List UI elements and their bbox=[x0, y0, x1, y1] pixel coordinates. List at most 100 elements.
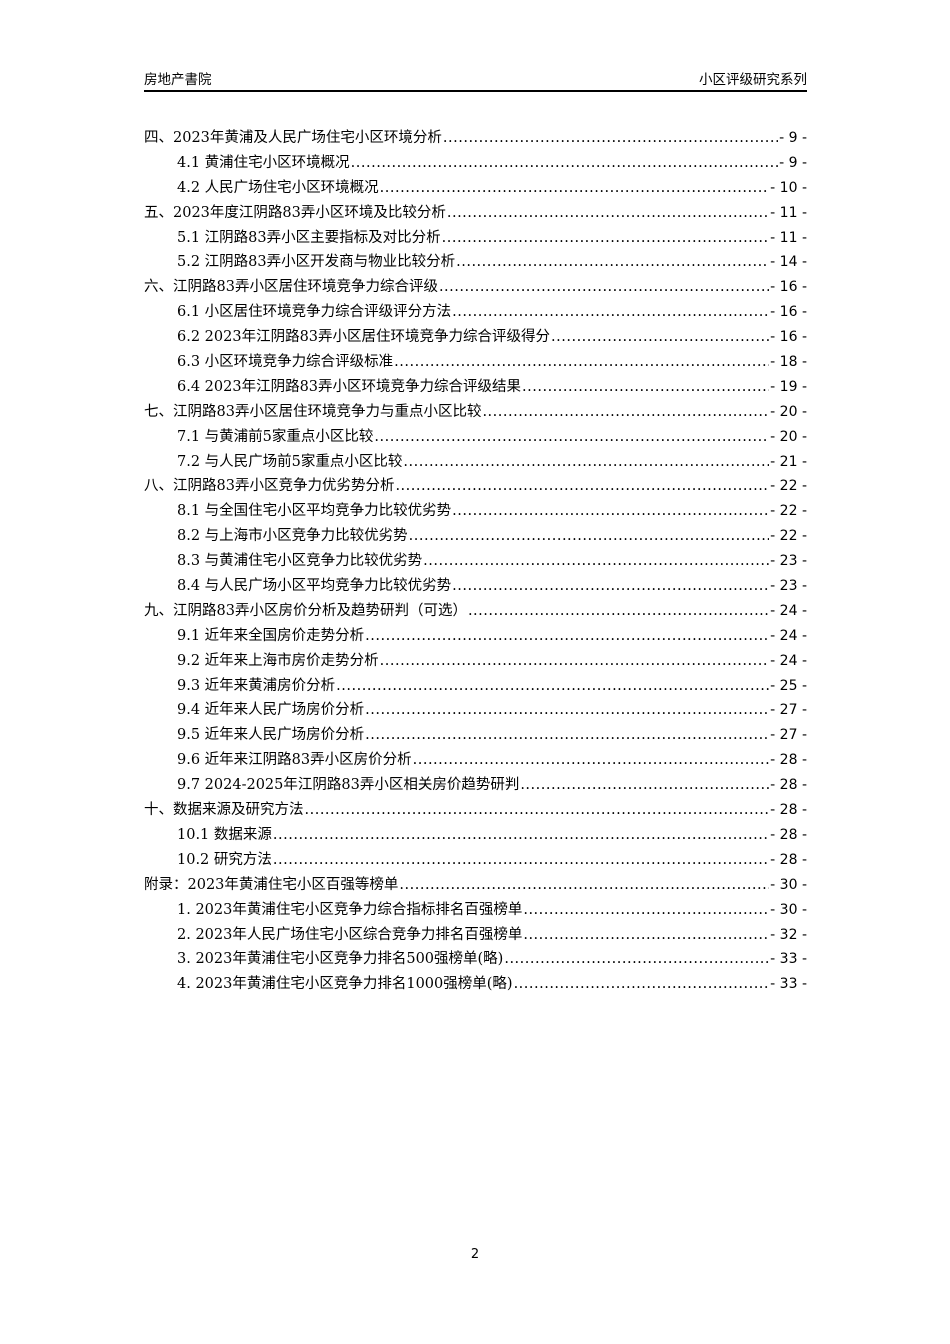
toc-entry-title: 7.2 与人民广场前5家重点小区比较 bbox=[177, 453, 403, 470]
toc-entry[interactable]: 9.5 近年来人民广场房价分析 - 27 - bbox=[144, 723, 807, 748]
toc-dot-leader bbox=[380, 649, 770, 674]
toc-entry[interactable]: 8.3 与黄浦住宅小区竞争力比较优劣势 - 23 - bbox=[144, 549, 807, 574]
toc-entry-page: - 20 - bbox=[770, 403, 807, 420]
toc-dot-leader bbox=[394, 350, 769, 375]
toc-entry[interactable]: 9.4 近年来人民广场房价分析 - 27 - bbox=[144, 698, 807, 723]
toc-dot-leader bbox=[452, 574, 769, 599]
toc-entry[interactable]: 四、2023年黄浦及人民广场住宅小区环境分析 - 9 - bbox=[144, 126, 807, 151]
page-header: 房地产書院 小区评级研究系列 bbox=[144, 66, 807, 92]
toc-dot-leader bbox=[443, 126, 778, 151]
toc-entry[interactable]: 6.3 小区环境竞争力综合评级标准 - 18 - bbox=[144, 350, 807, 375]
toc-entry-title: 4. 2023年黄浦住宅小区竞争力排名1000强榜单(略) bbox=[177, 976, 513, 993]
toc-entry-page: - 16 - bbox=[770, 279, 807, 296]
toc-entry-title: 9.2 近年来上海市房价走势分析 bbox=[177, 652, 379, 669]
toc-entry-title: 4.2 人民广场住宅小区环境概况 bbox=[177, 179, 379, 196]
toc-entry[interactable]: 5.1 江阴路83弄小区主要指标及对比分析 - 11 - bbox=[144, 226, 807, 251]
toc-entry-title: 10.1 数据来源 bbox=[177, 826, 272, 843]
toc-entry[interactable]: 9.1 近年来全国房价走势分析 - 24 - bbox=[144, 624, 807, 649]
toc-dot-leader bbox=[413, 748, 770, 773]
toc-entry-title: 2. 2023年人民广场住宅小区综合竞争力排名百强榜单 bbox=[177, 926, 523, 943]
toc-dot-leader bbox=[273, 823, 769, 848]
header-publisher: 房地产書院 bbox=[144, 72, 212, 88]
toc-entry[interactable]: 8.4 与人民广场小区平均竞争力比较优劣势 - 23 - bbox=[144, 574, 807, 599]
toc-dot-leader bbox=[456, 250, 769, 275]
toc-entry-page: - 24 - bbox=[770, 627, 807, 644]
toc-entry-title: 9.1 近年来全国房价走势分析 bbox=[177, 627, 365, 644]
toc-dot-leader bbox=[395, 474, 769, 499]
toc-dot-leader bbox=[374, 425, 769, 450]
toc-dot-leader bbox=[380, 176, 770, 201]
toc-entry-title: 6.2 2023年江阴路83弄小区居住环境竞争力综合评级得分 bbox=[177, 329, 551, 346]
toc-entry-page: - 23 - bbox=[770, 578, 807, 595]
page-number: 2 bbox=[470, 1247, 480, 1262]
toc-entry-page: - 22 - bbox=[770, 503, 807, 520]
table-of-contents: 四、2023年黄浦及人民广场住宅小区环境分析- 9 -4.1 黄浦住宅小区环境概… bbox=[144, 126, 807, 997]
toc-entry[interactable]: 8.1 与全国住宅小区平均竞争力比较优劣势 - 22 - bbox=[144, 499, 807, 524]
toc-entry[interactable]: 6.2 2023年江阴路83弄小区居住环境竞争力综合评级得分 - 16 - bbox=[144, 325, 807, 350]
toc-entry-title: 9.3 近年来黄浦房价分析 bbox=[177, 677, 336, 694]
toc-dot-leader bbox=[336, 674, 769, 699]
toc-dot-leader bbox=[523, 898, 769, 923]
toc-entry-page: - 28 - bbox=[770, 752, 807, 769]
toc-entry-title: 3. 2023年黄浦住宅小区竞争力排名500强榜单(略) bbox=[177, 951, 504, 968]
toc-entry-title: 6.3 小区环境竞争力综合评级标准 bbox=[177, 354, 394, 371]
toc-dot-leader bbox=[439, 275, 769, 300]
toc-entry-page: - 24 - bbox=[770, 652, 807, 669]
toc-entry[interactable]: 五、2023年度江阴路83弄小区环境及比较分析 - 11 - bbox=[144, 201, 807, 226]
toc-entry-title: 9.4 近年来人民广场房价分析 bbox=[177, 702, 365, 719]
toc-dot-leader bbox=[520, 773, 769, 798]
toc-entry-title: 10.2 研究方法 bbox=[177, 851, 272, 868]
toc-entry[interactable]: 9.7 2024-2025年江阴路83弄小区相关房价趋势研判 - 28 - bbox=[144, 773, 807, 798]
toc-entry[interactable]: 九、江阴路83弄小区房价分析及趋势研判（可选） - 24 - bbox=[144, 599, 807, 624]
toc-entry[interactable]: 7.1 与黄浦前5家重点小区比较 - 20 - bbox=[144, 425, 807, 450]
toc-entry[interactable]: 4.1 黄浦住宅小区环境概况 - 9 - bbox=[144, 151, 807, 176]
toc-entry-title: 1. 2023年黄浦住宅小区竞争力综合指标排名百强榜单 bbox=[177, 901, 523, 918]
toc-entry-page: - 27 - bbox=[770, 702, 807, 719]
toc-entry[interactable]: 1. 2023年黄浦住宅小区竞争力综合指标排名百强榜单 - 30 - bbox=[144, 898, 807, 923]
toc-entry[interactable]: 4. 2023年黄浦住宅小区竞争力排名1000强榜单(略) - 33 - bbox=[144, 972, 807, 997]
toc-entry[interactable]: 10.1 数据来源 - 28 - bbox=[144, 823, 807, 848]
toc-entry-page: - 20 - bbox=[770, 428, 807, 445]
toc-entry[interactable]: 六、江阴路83弄小区居住环境竞争力综合评级 - 16 - bbox=[144, 275, 807, 300]
toc-dot-leader bbox=[273, 848, 769, 873]
toc-entry[interactable]: 2. 2023年人民广场住宅小区综合竞争力排名百强榜单 - 32 - bbox=[144, 923, 807, 948]
toc-entry-page: - 32 - bbox=[770, 926, 807, 943]
toc-entry-page: - 28 - bbox=[770, 802, 807, 819]
toc-dot-leader bbox=[514, 972, 770, 997]
toc-entry-title: 9.7 2024-2025年江阴路83弄小区相关房价趋势研判 bbox=[177, 777, 520, 794]
toc-entry[interactable]: 9.3 近年来黄浦房价分析 - 25 - bbox=[144, 674, 807, 699]
toc-entry[interactable]: 6.4 2023年江阴路83弄小区环境竞争力综合评级结果 - 19 - bbox=[144, 375, 807, 400]
toc-entry[interactable]: 5.2 江阴路83弄小区开发商与物业比较分析 - 14 - bbox=[144, 250, 807, 275]
toc-entry-title: 附录：2023年黄浦住宅小区百强等榜单 bbox=[144, 876, 399, 893]
toc-entry[interactable]: 9.2 近年来上海市房价走势分析 - 24 - bbox=[144, 649, 807, 674]
toc-dot-leader bbox=[447, 201, 769, 226]
toc-entry-page: - 18 - bbox=[770, 354, 807, 371]
toc-dot-leader bbox=[452, 300, 769, 325]
toc-entry[interactable]: 七、江阴路83弄小区居住环境竞争力与重点小区比较 - 20 - bbox=[144, 400, 807, 425]
toc-entry[interactable]: 8.2 与上海市小区竞争力比较优劣势 - 22 - bbox=[144, 524, 807, 549]
toc-dot-leader bbox=[365, 624, 769, 649]
toc-entry[interactable]: 10.2 研究方法 - 28 - bbox=[144, 848, 807, 873]
toc-entry-page: - 9 - bbox=[779, 130, 807, 146]
toc-entry[interactable]: 八、江阴路83弄小区竞争力优劣势分析 - 22 - bbox=[144, 474, 807, 499]
toc-dot-leader bbox=[365, 698, 769, 723]
toc-entry-title: 5.2 江阴路83弄小区开发商与物业比较分析 bbox=[177, 254, 456, 271]
toc-entry[interactable]: 3. 2023年黄浦住宅小区竞争力排名500强榜单(略) - 33 - bbox=[144, 947, 807, 972]
toc-entry-page: - 23 - bbox=[770, 553, 807, 570]
toc-entry-page: - 14 - bbox=[770, 254, 807, 271]
toc-entry[interactable]: 4.2 人民广场住宅小区环境概况 - 10 - bbox=[144, 176, 807, 201]
toc-dot-leader bbox=[399, 873, 769, 898]
toc-entry[interactable]: 7.2 与人民广场前5家重点小区比较 - 21 - bbox=[144, 450, 807, 475]
toc-entry-page: - 22 - bbox=[770, 528, 807, 545]
toc-entry[interactable]: 附录：2023年黄浦住宅小区百强等榜单 - 30 - bbox=[144, 873, 807, 898]
toc-entry-title: 9.5 近年来人民广场房价分析 bbox=[177, 727, 365, 744]
toc-entry[interactable]: 9.6 近年来江阴路83弄小区房价分析 - 28 - bbox=[144, 748, 807, 773]
toc-entry-page: - 30 - bbox=[770, 901, 807, 918]
toc-entry[interactable]: 6.1 小区居住环境竞争力综合评级评分方法 - 16 - bbox=[144, 300, 807, 325]
toc-dot-leader bbox=[523, 923, 769, 948]
toc-entry-title: 七、江阴路83弄小区居住环境竞争力与重点小区比较 bbox=[144, 403, 482, 420]
toc-entry-page: - 19 - bbox=[770, 378, 807, 395]
toc-entry[interactable]: 十、数据来源及研究方法 - 28 - bbox=[144, 798, 807, 823]
toc-entry-page: - 11 - bbox=[770, 229, 807, 246]
header-series: 小区评级研究系列 bbox=[699, 72, 807, 88]
